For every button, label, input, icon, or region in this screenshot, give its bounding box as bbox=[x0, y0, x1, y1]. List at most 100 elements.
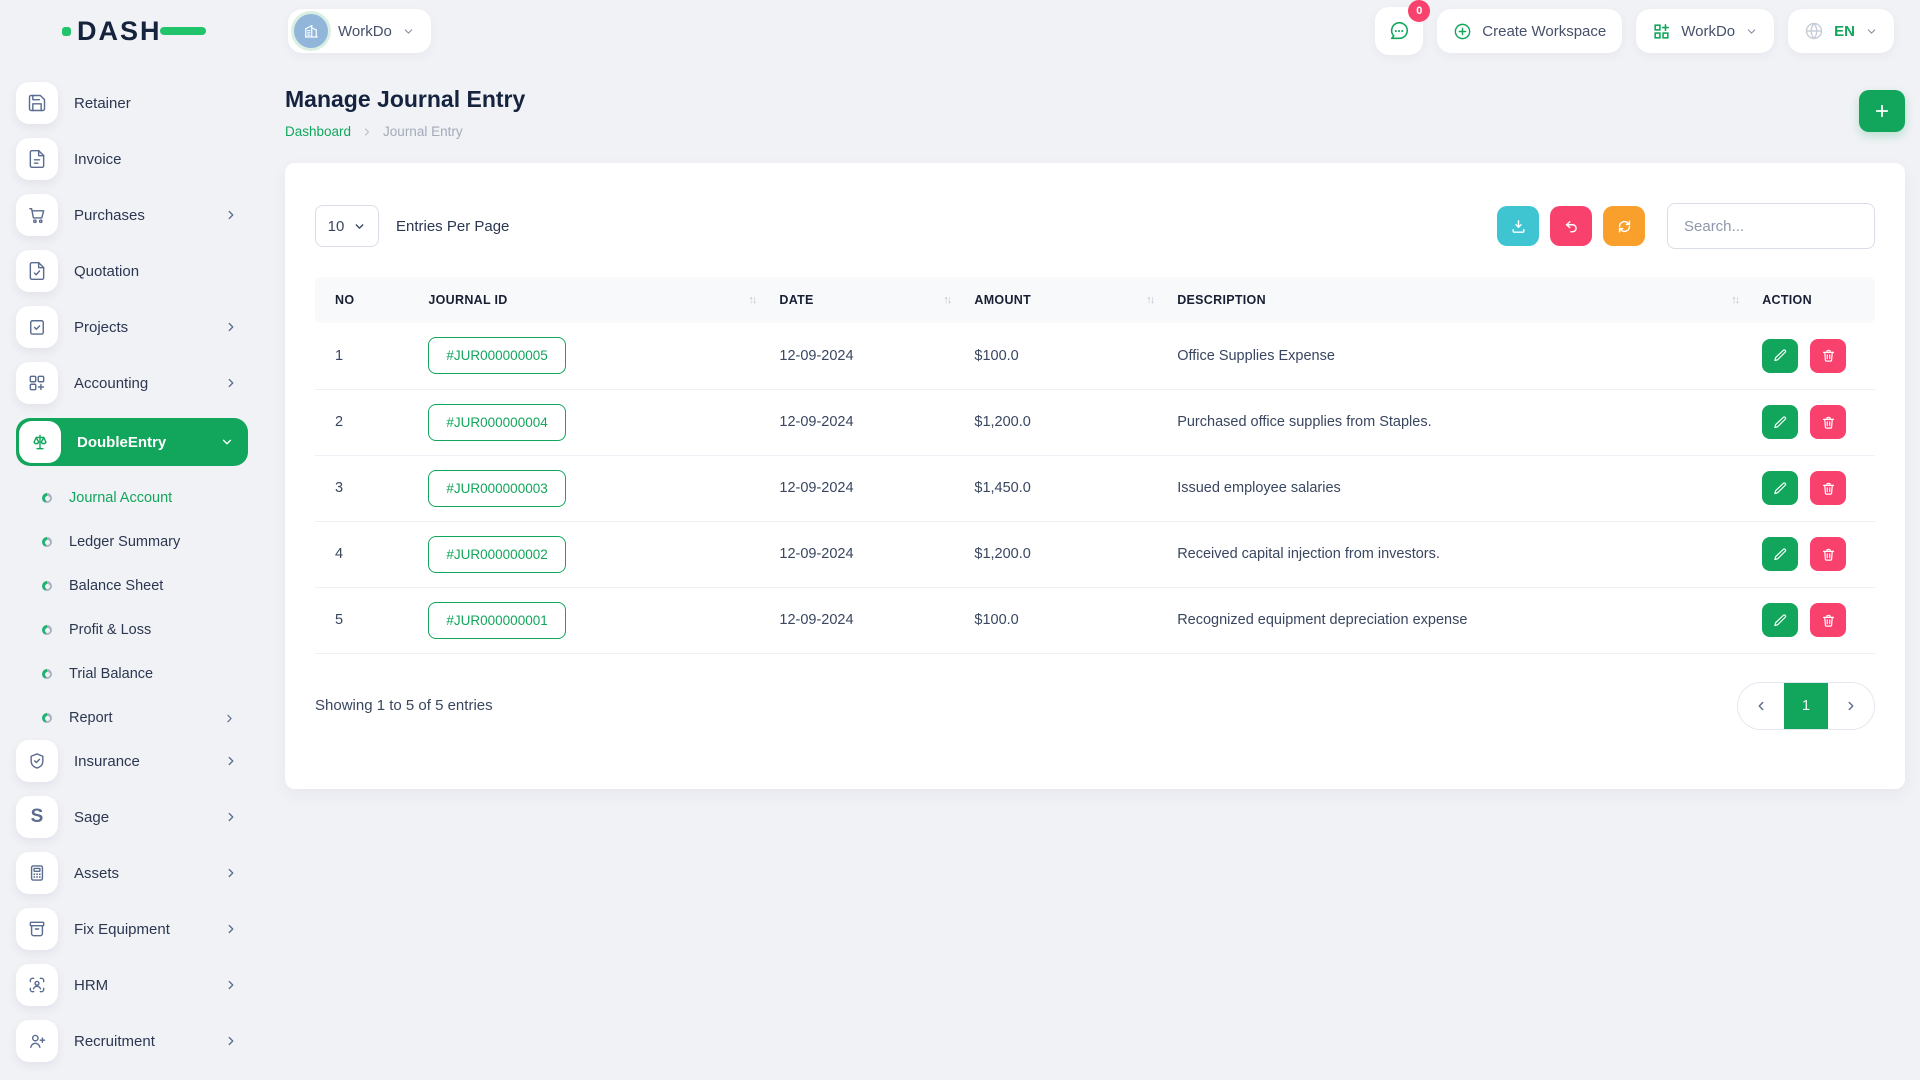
sidebar-item-sage[interactable]: S Sage bbox=[16, 796, 248, 838]
sidebar-item-label: HRM bbox=[74, 976, 109, 994]
app-logo[interactable]: DASH bbox=[62, 16, 206, 47]
edit-button[interactable] bbox=[1762, 471, 1799, 505]
create-workspace-button[interactable]: Create Workspace bbox=[1437, 9, 1623, 53]
edit-button[interactable] bbox=[1762, 603, 1799, 637]
column-header-amount[interactable]: AMOUNT ↑↓ bbox=[962, 277, 1166, 323]
sidebar-item-insurance[interactable]: Insurance bbox=[16, 740, 248, 782]
workspace-selector[interactable]: WorkDo bbox=[288, 9, 431, 53]
sort-icon[interactable]: ↑↓ bbox=[1146, 294, 1155, 306]
sidebar-item-label: Accounting bbox=[74, 374, 149, 392]
edit-button[interactable] bbox=[1762, 405, 1799, 439]
pencil-icon bbox=[1773, 613, 1788, 628]
journal-id-pill[interactable]: #JUR000000004 bbox=[428, 403, 566, 441]
sidebar-subitem-profit-loss[interactable]: Profit & Loss bbox=[16, 608, 248, 652]
workdo-menu-button[interactable]: WorkDo bbox=[1636, 9, 1775, 53]
delete-button[interactable] bbox=[1810, 338, 1847, 373]
cell-amount: $1,450.0 bbox=[962, 455, 1166, 522]
cell-no: 5 bbox=[315, 587, 417, 654]
messages-button[interactable]: 0 bbox=[1375, 0, 1431, 55]
refresh-button[interactable] bbox=[1603, 206, 1645, 246]
chevron-down-icon bbox=[1745, 25, 1758, 38]
chevron-right-icon bbox=[224, 376, 238, 390]
cell-date: 12-09-2024 bbox=[767, 455, 963, 522]
cell-description: Purchased office supplies from Staples. bbox=[1165, 389, 1751, 456]
delete-button[interactable] bbox=[1810, 471, 1847, 505]
sage-icon: S bbox=[16, 796, 58, 838]
sidebar-subitem-journal-account[interactable]: Journal Account bbox=[16, 476, 248, 520]
sidebar-item-recruitment[interactable]: Recruitment bbox=[16, 1020, 248, 1062]
journal-id-pill[interactable]: #JUR000000003 bbox=[428, 469, 566, 507]
cell-no: 4 bbox=[315, 521, 417, 588]
sidebar-item-fix-equipment[interactable]: Fix Equipment bbox=[16, 908, 248, 950]
sidebar-item-projects[interactable]: Projects bbox=[16, 306, 248, 348]
cell-date: 12-09-2024 bbox=[767, 323, 963, 390]
column-label: AMOUNT bbox=[974, 293, 1032, 307]
sidebar-item-invoice[interactable]: Invoice bbox=[16, 138, 248, 180]
delete-button[interactable] bbox=[1810, 603, 1847, 637]
journal-id-pill[interactable]: #JUR000000002 bbox=[428, 535, 566, 573]
edit-button[interactable] bbox=[1762, 537, 1799, 571]
table-header-row: NO JOURNAL ID ↑↓ DATE ↑↓ AMOUNT ↑↓ DESCRIPTION ↑… bbox=[315, 277, 1875, 323]
sidebar-item-assets[interactable]: Assets bbox=[16, 852, 248, 894]
sidebar-subitem-report[interactable]: Report bbox=[16, 696, 248, 740]
language-button[interactable]: EN bbox=[1788, 9, 1894, 53]
sidebar-item-hrm[interactable]: HRM bbox=[16, 964, 248, 1006]
sidebar-subitem-trial-balance[interactable]: Trial Balance bbox=[16, 652, 248, 696]
next-page-button[interactable] bbox=[1828, 682, 1874, 729]
cart-icon bbox=[16, 194, 58, 236]
bullet-icon bbox=[42, 537, 52, 547]
trash-icon bbox=[1821, 481, 1836, 496]
sidebar-item-doubleentry[interactable]: DoubleEntry bbox=[16, 418, 248, 466]
trash-icon bbox=[1821, 547, 1836, 562]
column-header-journal-id[interactable]: JOURNAL ID ↑↓ bbox=[416, 277, 768, 323]
language-code: EN bbox=[1834, 22, 1855, 40]
showing-entries-text: Showing 1 to 5 of 5 entries bbox=[315, 697, 493, 714]
delete-button[interactable] bbox=[1810, 537, 1847, 571]
edit-button[interactable] bbox=[1762, 338, 1799, 373]
cell-amount: $100.0 bbox=[962, 323, 1166, 390]
bullet-icon bbox=[42, 581, 52, 591]
sidebar-subitem-balance-sheet[interactable]: Balance Sheet bbox=[16, 564, 248, 608]
sidebar-subitem-label: Ledger Summary bbox=[69, 534, 181, 550]
search-input[interactable] bbox=[1667, 203, 1875, 249]
equipment-icon bbox=[16, 908, 58, 950]
sidebar-item-label: Assets bbox=[74, 864, 120, 882]
column-label: NO bbox=[335, 293, 355, 307]
sort-icon[interactable]: ↑↓ bbox=[748, 294, 757, 306]
sort-icon[interactable]: ↑↓ bbox=[1731, 294, 1740, 306]
sidebar-item-label: Recruitment bbox=[74, 1032, 155, 1050]
entries-per-page-select[interactable]: 10 bbox=[315, 205, 379, 247]
journal-id-pill[interactable]: #JUR000000001 bbox=[428, 601, 566, 639]
bullet-icon bbox=[42, 493, 52, 503]
breadcrumb-dashboard-link[interactable]: Dashboard bbox=[285, 124, 352, 139]
sidebar-item-purchases[interactable]: Purchases bbox=[16, 194, 248, 236]
create-workspace-label: Create Workspace bbox=[1482, 22, 1607, 40]
sort-icon[interactable]: ↑↓ bbox=[943, 294, 952, 306]
sidebar-item-quotation[interactable]: Quotation bbox=[16, 250, 248, 292]
sidebar-item-label: Purchases bbox=[74, 206, 145, 224]
cell-description: Issued employee salaries bbox=[1165, 455, 1751, 522]
back-button[interactable] bbox=[1550, 206, 1592, 246]
previous-page-button[interactable] bbox=[1738, 682, 1784, 729]
column-label: ACTION bbox=[1762, 293, 1812, 307]
sidebar-item-label: Invoice bbox=[74, 150, 122, 168]
delete-button[interactable] bbox=[1810, 405, 1847, 439]
sidebar-item-retainer[interactable]: Retainer bbox=[16, 82, 248, 124]
messages-count-badge: 0 bbox=[1408, 0, 1431, 22]
grid-plus-icon bbox=[1652, 22, 1671, 41]
chevron-down-icon bbox=[1865, 25, 1878, 38]
journal-id-pill[interactable]: #JUR000000005 bbox=[428, 337, 566, 375]
sidebar-item-accounting[interactable]: Accounting bbox=[16, 362, 248, 404]
page-number-button[interactable]: 1 bbox=[1784, 682, 1828, 729]
cell-date: 12-09-2024 bbox=[767, 587, 963, 654]
export-button[interactable] bbox=[1497, 206, 1539, 246]
column-header-date[interactable]: DATE ↑↓ bbox=[767, 277, 963, 323]
invoice-icon bbox=[16, 138, 58, 180]
sidebar-subitem-ledger-summary[interactable]: Ledger Summary bbox=[16, 520, 248, 564]
table-row: 1 #JUR000000005 12-09-2024 $100.0 Office… bbox=[315, 323, 1875, 390]
add-journal-entry-button[interactable] bbox=[1859, 90, 1905, 132]
journal-entries-table: NO JOURNAL ID ↑↓ DATE ↑↓ AMOUNT ↑↓ DESCRIPTION ↑… bbox=[315, 277, 1875, 654]
chevron-right-icon bbox=[361, 126, 373, 138]
column-header-description[interactable]: DESCRIPTION ↑↓ bbox=[1165, 277, 1751, 323]
cell-description: Office Supplies Expense bbox=[1165, 323, 1751, 390]
